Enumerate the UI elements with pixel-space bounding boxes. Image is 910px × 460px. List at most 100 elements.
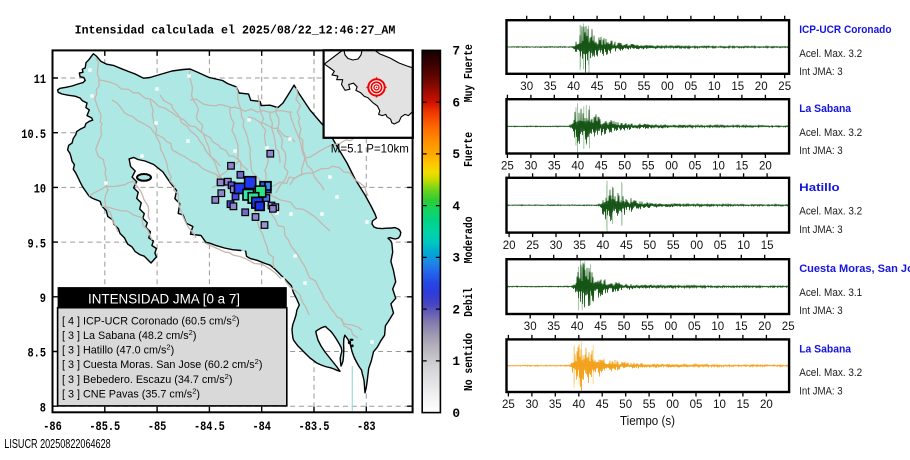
svg-text:Muy Fuerte: Muy Fuerte	[462, 44, 476, 102]
svg-text:9: 9	[40, 291, 46, 306]
svg-text:50: 50	[619, 399, 632, 411]
svg-text:INTENSIDAD JMA [0 a 7]: INTENSIDAD JMA [0 a 7]	[88, 292, 240, 307]
svg-text:35: 35	[573, 240, 586, 252]
svg-text:05: 05	[689, 161, 702, 173]
svg-text:LISUCR 20250822064628: LISUCR 20250822064628	[4, 437, 110, 451]
svg-text:No sentido: No sentido	[462, 333, 476, 391]
svg-text:-84: -84	[252, 419, 271, 434]
svg-text:45: 45	[596, 399, 609, 411]
svg-text:8.5: 8.5	[28, 346, 47, 361]
svg-text:10: 10	[737, 240, 750, 252]
svg-text:10: 10	[708, 81, 721, 93]
svg-text:Int JMA: 3: Int JMA: 3	[799, 145, 843, 157]
svg-text:[ 3 ] CNE Pavas (35.7 cm/s2): [ 3 ] CNE Pavas (35.7 cm/s2)	[62, 387, 200, 401]
svg-text:-84.5: -84.5	[194, 419, 225, 434]
svg-text:M=5.1 P=10km: M=5.1 P=10km	[331, 142, 409, 155]
svg-text:55: 55	[641, 321, 654, 333]
svg-text:Hatillo: Hatillo	[799, 182, 840, 194]
svg-text:Acel. Max. 3.2: Acel. Max. 3.2	[799, 367, 862, 379]
svg-text:Debil: Debil	[462, 288, 476, 317]
svg-text:50: 50	[618, 161, 631, 173]
svg-text:00: 00	[661, 81, 674, 93]
svg-text:-83: -83	[357, 419, 376, 434]
svg-text:05: 05	[714, 240, 727, 252]
svg-text:55: 55	[643, 399, 656, 411]
svg-text:45: 45	[591, 81, 604, 93]
svg-text:9.5: 9.5	[28, 236, 47, 251]
svg-text:6: 6	[452, 95, 460, 110]
svg-text:Fuerte: Fuerte	[462, 132, 476, 167]
svg-text:15: 15	[731, 81, 744, 93]
svg-text:15: 15	[736, 161, 749, 173]
svg-text:20: 20	[503, 240, 516, 252]
svg-text:45: 45	[620, 240, 633, 252]
svg-text:2: 2	[452, 302, 460, 317]
svg-text:55: 55	[667, 240, 680, 252]
svg-text:50: 50	[643, 240, 656, 252]
svg-text:35: 35	[544, 81, 557, 93]
svg-text:10: 10	[34, 182, 46, 197]
svg-text:25: 25	[526, 240, 539, 252]
svg-text:[ 3 ] Bebedero. Escazu (34.7: [ 3 ] Bebedero. Escazu (34.7 cm/s2)	[62, 372, 232, 386]
svg-text:40: 40	[572, 399, 585, 411]
svg-text:-86: -86	[43, 419, 62, 434]
svg-text:Int JMA: 3: Int JMA: 3	[799, 66, 843, 78]
svg-text:00: 00	[666, 399, 679, 411]
svg-text:20: 20	[755, 81, 768, 93]
svg-text:55: 55	[642, 161, 655, 173]
svg-text:05: 05	[685, 81, 698, 93]
svg-text:30: 30	[520, 81, 533, 93]
svg-text:Int JMA: 3: Int JMA: 3	[799, 305, 843, 317]
svg-text:15: 15	[735, 321, 748, 333]
svg-text:11: 11	[34, 72, 47, 87]
svg-text:40: 40	[567, 81, 580, 93]
svg-text:10: 10	[713, 399, 726, 411]
svg-text:Tiempo (s): Tiempo (s)	[620, 413, 675, 428]
svg-text:40: 40	[571, 321, 584, 333]
svg-text:30: 30	[525, 161, 538, 173]
svg-text:-83.5: -83.5	[299, 419, 330, 434]
svg-text:05: 05	[688, 321, 701, 333]
svg-text:La Sabana: La Sabana	[799, 343, 852, 355]
svg-text:8: 8	[40, 400, 46, 415]
svg-text:45: 45	[595, 161, 608, 173]
svg-text:La Sabana: La Sabana	[799, 103, 852, 115]
svg-text:50: 50	[614, 81, 627, 93]
svg-text:[ 3 ] Cuesta Moras. San Jose: [ 3 ] Cuesta Moras. San Jose (60.2 cm/s2…	[62, 357, 262, 371]
svg-text:-85.5: -85.5	[89, 419, 120, 434]
svg-text:20: 20	[760, 399, 773, 411]
svg-text:25: 25	[502, 399, 515, 411]
svg-text:20: 20	[759, 161, 772, 173]
svg-text:10: 10	[712, 161, 725, 173]
svg-text:35: 35	[547, 321, 560, 333]
svg-text:00: 00	[690, 240, 703, 252]
svg-text:ICP-UCR Coronado: ICP-UCR Coronado	[799, 24, 892, 36]
svg-text:[ 4 ] ICP-UCR Coronado (60.5: [ 4 ] ICP-UCR Coronado (60.5 cm/s2)	[62, 313, 240, 327]
svg-text:Int JMA: 3: Int JMA: 3	[799, 385, 843, 397]
svg-text:[ 3 ] Hatillo (47.0 cm/s2): [ 3 ] Hatillo (47.0 cm/s2)	[62, 343, 174, 357]
svg-text:40: 40	[597, 240, 610, 252]
svg-text:Acel. Max. 3.2: Acel. Max. 3.2	[799, 206, 862, 218]
svg-text:30: 30	[524, 321, 537, 333]
svg-text:20: 20	[758, 321, 771, 333]
svg-text:1: 1	[452, 354, 460, 369]
svg-text:-85: -85	[148, 419, 167, 434]
svg-text:3: 3	[452, 251, 460, 266]
svg-text:55: 55	[638, 81, 651, 93]
svg-text:Acel. Max. 3.2: Acel. Max. 3.2	[799, 48, 862, 60]
svg-text:30: 30	[526, 399, 539, 411]
svg-text:7: 7	[452, 44, 460, 59]
svg-text:15: 15	[737, 399, 750, 411]
svg-text:25: 25	[501, 161, 514, 173]
svg-text:4: 4	[452, 199, 460, 214]
svg-text:00: 00	[665, 321, 678, 333]
svg-text:15: 15	[761, 240, 774, 252]
svg-text:0: 0	[452, 406, 460, 421]
svg-text:50: 50	[618, 321, 631, 333]
svg-text:Acel. Max. 3.2: Acel. Max. 3.2	[799, 127, 862, 139]
svg-text:35: 35	[548, 161, 561, 173]
svg-text:Int JMA: 3: Int JMA: 3	[799, 224, 843, 236]
svg-text:Intensidad calculada el 2025/0: Intensidad calculada el 2025/08/22_12:46…	[75, 23, 396, 37]
svg-text:40: 40	[571, 161, 584, 173]
svg-text:Moderado: Moderado	[462, 216, 476, 263]
